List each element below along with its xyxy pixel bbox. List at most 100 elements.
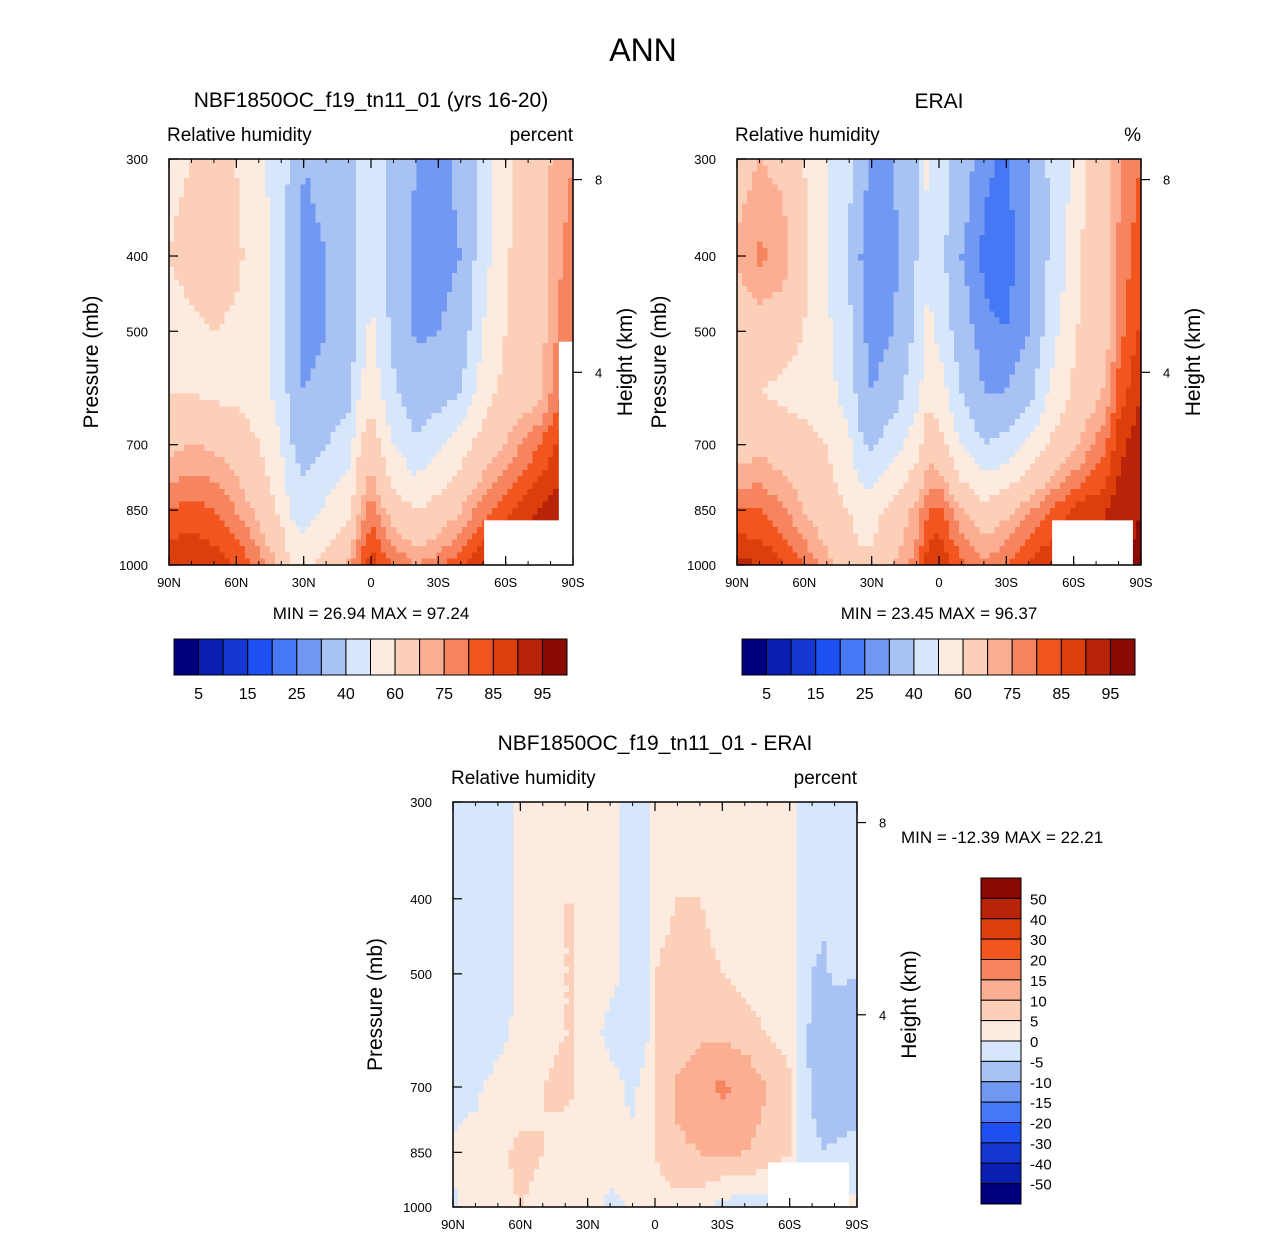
heatmap-cell (325, 336, 332, 344)
heatmap-cell (472, 171, 478, 179)
heatmap-cell (527, 247, 534, 255)
heatmap-cell (547, 209, 554, 217)
heatmap-cell (229, 355, 236, 363)
heatmap-cell (264, 292, 271, 300)
heatmap-cell (295, 368, 301, 376)
heatmap-cell (179, 514, 185, 522)
heatmap-cell (477, 368, 483, 376)
heatmap-cell (214, 501, 221, 509)
heatmap-cell (542, 279, 549, 287)
heatmap-cell (502, 330, 508, 338)
heatmap-cell (421, 431, 428, 439)
heatmap-cell (391, 222, 397, 230)
heatmap-cell (249, 438, 256, 446)
heatmap-cell (517, 209, 524, 217)
heatmap-cell (189, 304, 195, 312)
heatmap-cell (355, 330, 362, 338)
heatmap-cell (179, 266, 185, 274)
heatmap-cell (527, 254, 534, 262)
heatmap-cell (365, 355, 372, 363)
heatmap-cell (350, 336, 357, 344)
heatmap-cell (340, 362, 347, 369)
heatmap-cell (259, 520, 266, 528)
heatmap-cell (416, 545, 423, 553)
heatmap-cell (360, 304, 367, 312)
heatmap-cell (345, 488, 352, 496)
heatmap-cell (466, 438, 473, 446)
heatmap-cell (376, 304, 382, 312)
heatmap-cell (285, 488, 291, 496)
heatmap-cell (264, 501, 271, 509)
heatmap-cell (411, 507, 418, 515)
heatmap-cell (421, 438, 428, 446)
heatmap-cell (482, 381, 488, 388)
heatmap-cell (562, 292, 569, 300)
heatmap-cell (517, 507, 524, 515)
heatmap-cell (244, 203, 251, 211)
heatmap-cell (406, 323, 412, 331)
heatmap-cell (492, 476, 498, 484)
heatmap-cell (436, 203, 443, 211)
heatmap-cell (416, 203, 423, 211)
heatmap-cell (426, 501, 433, 509)
heatmap-cell (401, 362, 407, 369)
heatmap-cell (376, 216, 382, 224)
heatmap-cell (371, 260, 377, 268)
heatmap-cell (517, 178, 524, 185)
heatmap-cell (305, 247, 311, 255)
heatmap-cell (416, 190, 423, 198)
heatmap-cell (355, 336, 362, 344)
heatmap-cell (244, 412, 251, 420)
heatmap-cell (264, 304, 271, 312)
heatmap-cell (522, 330, 529, 338)
heatmap-cell (441, 184, 448, 192)
heatmap-cell (249, 362, 256, 369)
heatmap-cell (254, 209, 261, 217)
heatmap-cell (391, 304, 397, 312)
heatmap-cell (472, 178, 478, 185)
heatmap-cell (451, 228, 458, 236)
heatmap-cell (542, 178, 549, 185)
heatmap-cell (431, 266, 438, 274)
heatmap-cell (360, 273, 367, 281)
heatmap-cell (512, 438, 519, 446)
heatmap-cell (174, 412, 180, 420)
heatmap-cell (285, 285, 291, 293)
heatmap-cell (270, 507, 276, 515)
heatmap-cell (371, 425, 377, 433)
heatmap-cell (199, 266, 205, 274)
heatmap-cell (310, 444, 317, 452)
heatmap-cell (315, 400, 322, 407)
heatmap-cell (522, 362, 529, 369)
heatmap-cell (335, 362, 342, 369)
heatmap-cell (184, 178, 190, 185)
heatmap-cell (264, 342, 271, 350)
heatmap-cell (254, 552, 261, 560)
heatmap-cell (184, 159, 190, 166)
heatmap-cell (179, 336, 185, 344)
heatmap-cell (224, 438, 231, 446)
heatmap-cell (300, 330, 306, 338)
heatmap-cell (492, 393, 498, 401)
heatmap-cell (542, 216, 549, 224)
heatmap-cell (451, 412, 458, 420)
heatmap-cell (345, 317, 352, 325)
heatmap-cell (431, 355, 438, 363)
heatmap-cell (184, 514, 190, 522)
heatmap-cell (436, 444, 443, 452)
heatmap-cell (456, 488, 463, 496)
heatmap-cell (376, 495, 382, 503)
heatmap-cell (249, 457, 256, 465)
heatmap-cell (416, 330, 423, 338)
heatmap-cell (466, 507, 473, 515)
heatmap-cell (305, 362, 311, 369)
heatmap-cell (350, 298, 357, 306)
heatmap-cell (441, 387, 448, 395)
heatmap-cell (552, 469, 559, 477)
heatmap-cell (229, 197, 236, 204)
heatmap-cell (396, 311, 402, 319)
heatmap-cell (522, 412, 529, 420)
heatmap-cell (259, 355, 266, 363)
heatmap-cell (244, 279, 251, 287)
heatmap-cell (204, 336, 210, 344)
